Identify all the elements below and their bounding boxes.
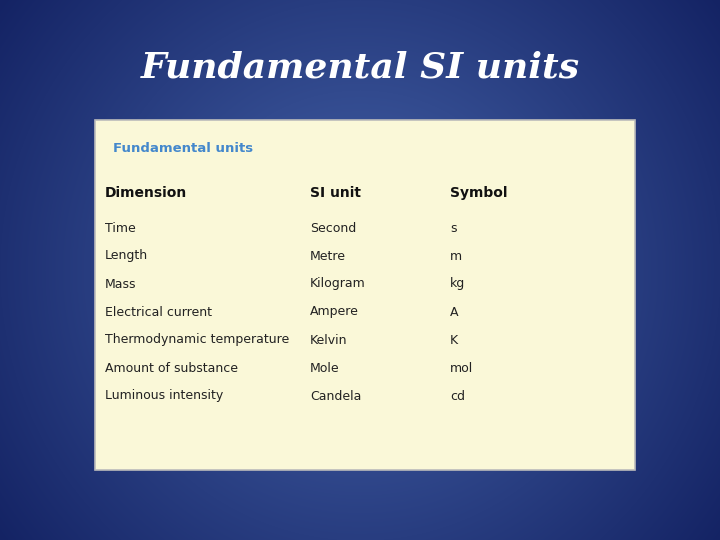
Text: Kelvin: Kelvin xyxy=(310,334,348,347)
Text: Mass: Mass xyxy=(105,278,137,291)
Text: s: s xyxy=(450,221,456,234)
Text: K: K xyxy=(450,334,458,347)
Text: Amount of substance: Amount of substance xyxy=(105,361,238,375)
Text: mol: mol xyxy=(450,361,473,375)
Bar xyxy=(95,120,635,470)
Text: Thermodynamic temperature: Thermodynamic temperature xyxy=(105,334,289,347)
Text: Ampere: Ampere xyxy=(310,306,359,319)
Text: Time: Time xyxy=(105,221,136,234)
Text: Luminous intensity: Luminous intensity xyxy=(105,389,223,402)
Text: A: A xyxy=(450,306,459,319)
Text: SI unit: SI unit xyxy=(310,186,361,200)
Text: Candela: Candela xyxy=(310,389,361,402)
Text: Metre: Metre xyxy=(310,249,346,262)
Text: Length: Length xyxy=(105,249,148,262)
Text: Symbol: Symbol xyxy=(450,186,508,200)
Text: kg: kg xyxy=(450,278,465,291)
Text: Mole: Mole xyxy=(310,361,340,375)
Text: cd: cd xyxy=(450,389,465,402)
Text: Kilogram: Kilogram xyxy=(310,278,366,291)
Text: m: m xyxy=(450,249,462,262)
Text: Second: Second xyxy=(310,221,356,234)
Text: Fundamental units: Fundamental units xyxy=(113,141,253,154)
Text: Fundamental SI units: Fundamental SI units xyxy=(140,51,580,85)
Text: Electrical current: Electrical current xyxy=(105,306,212,319)
Text: Dimension: Dimension xyxy=(105,186,187,200)
